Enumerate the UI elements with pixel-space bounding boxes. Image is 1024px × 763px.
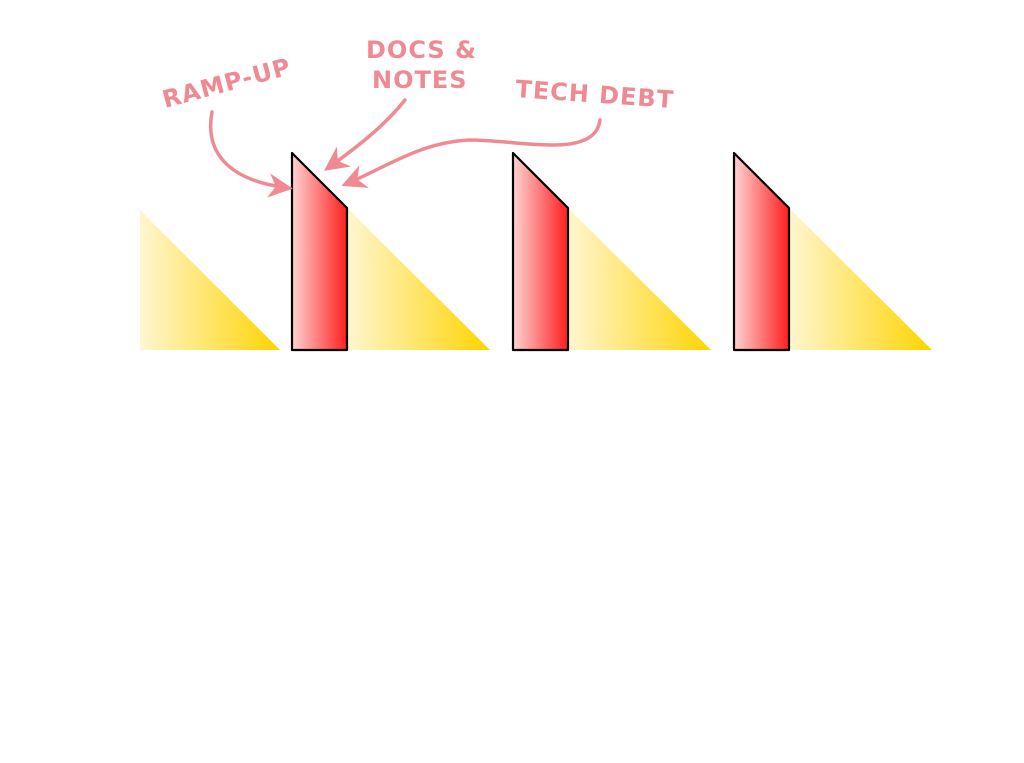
- docs-notes-label-line1: DOCS &: [366, 36, 477, 64]
- yellow-triangle-1: [140, 210, 280, 350]
- docs-notes-arrow: [324, 98, 407, 171]
- tech-debt-arrow: [341, 118, 602, 188]
- docs-notes-label-line2: NOTES: [372, 66, 468, 94]
- ramp-up-label: RAMP-UP: [159, 53, 294, 114]
- yellow-triangle-4: [789, 208, 932, 350]
- yellow-triangle-2: [347, 208, 490, 350]
- ramp-up-arrow: [209, 110, 293, 198]
- red-block-3: [732, 151, 791, 352]
- tech-debt-label: TECH DEBT: [515, 75, 675, 114]
- yellow-triangle-3: [568, 208, 711, 350]
- red-block-1: [290, 151, 349, 352]
- red-block-2: [511, 151, 570, 352]
